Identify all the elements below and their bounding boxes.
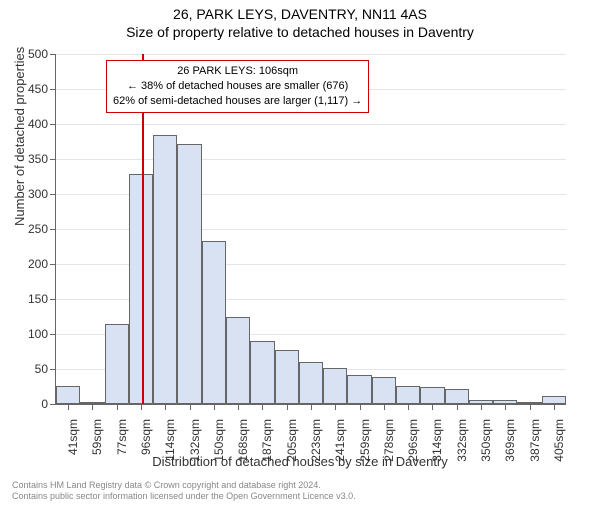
info-box-line: ← 38% of detached houses are smaller (67… <box>113 79 362 94</box>
histogram-bar <box>347 375 371 404</box>
x-tick <box>141 404 142 410</box>
y-tick-label: 100 <box>28 327 48 341</box>
y-tick-label: 400 <box>28 117 48 131</box>
y-tick-label: 50 <box>35 362 48 376</box>
histogram-chart: 05010015020025030035040045050041sqm59sqm… <box>55 54 566 405</box>
x-tick <box>335 404 336 410</box>
x-tick <box>505 404 506 410</box>
x-tick <box>481 404 482 410</box>
histogram-bar <box>420 387 444 405</box>
histogram-bar <box>129 174 153 404</box>
y-tick <box>50 124 56 125</box>
footer-line: Contains public sector information licen… <box>12 491 356 502</box>
histogram-bar <box>323 368 347 404</box>
grid-line <box>56 159 566 160</box>
x-tick <box>238 404 239 410</box>
y-tick <box>50 229 56 230</box>
y-tick <box>50 89 56 90</box>
x-tick <box>530 404 531 410</box>
property-info-box: 26 PARK LEYS: 106sqm← 38% of detached ho… <box>106 60 369 113</box>
y-tick-label: 0 <box>41 397 48 411</box>
y-tick-label: 450 <box>28 82 48 96</box>
histogram-bar <box>396 386 420 404</box>
footer-line: Contains HM Land Registry data © Crown c… <box>12 480 356 491</box>
grid-line <box>56 54 566 55</box>
y-tick-label: 350 <box>28 152 48 166</box>
x-tick <box>68 404 69 410</box>
x-tick <box>384 404 385 410</box>
y-tick-label: 300 <box>28 187 48 201</box>
histogram-bar <box>372 377 396 404</box>
y-tick <box>50 159 56 160</box>
y-tick <box>50 54 56 55</box>
histogram-bar <box>299 362 323 404</box>
x-tick <box>360 404 361 410</box>
x-tick <box>214 404 215 410</box>
x-tick <box>262 404 263 410</box>
histogram-bar <box>250 341 274 404</box>
x-tick <box>408 404 409 410</box>
x-tick <box>287 404 288 410</box>
y-tick <box>50 264 56 265</box>
page-title: 26, PARK LEYS, DAVENTRY, NN11 4AS <box>0 6 600 22</box>
histogram-bar <box>56 386 80 404</box>
histogram-bar <box>542 396 566 404</box>
x-tick <box>554 404 555 410</box>
histogram-bar <box>226 317 250 405</box>
y-tick-label: 500 <box>28 47 48 61</box>
histogram-bar <box>445 389 469 404</box>
y-tick <box>50 299 56 300</box>
x-tick <box>165 404 166 410</box>
x-tick <box>117 404 118 410</box>
info-box-line: 26 PARK LEYS: 106sqm <box>113 64 362 79</box>
x-tick <box>92 404 93 410</box>
x-tick-label: 96sqm <box>139 419 153 455</box>
info-box-line: 62% of semi-detached houses are larger (… <box>113 94 362 109</box>
histogram-bar <box>105 324 129 405</box>
y-axis-title: Number of detached properties <box>12 47 27 226</box>
x-axis-title: Distribution of detached houses by size … <box>0 454 600 469</box>
x-tick <box>190 404 191 410</box>
y-tick <box>50 404 56 405</box>
histogram-bar <box>202 241 226 404</box>
x-tick <box>311 404 312 410</box>
y-tick <box>50 369 56 370</box>
x-tick-label: 59sqm <box>90 419 104 455</box>
grid-line <box>56 124 566 125</box>
x-tick <box>457 404 458 410</box>
y-tick-label: 200 <box>28 257 48 271</box>
histogram-bar <box>177 144 201 404</box>
x-tick-label: 77sqm <box>115 419 129 455</box>
subtitle: Size of property relative to detached ho… <box>0 24 600 40</box>
y-tick-label: 150 <box>28 292 48 306</box>
footer-attribution: Contains HM Land Registry data © Crown c… <box>12 480 356 502</box>
x-tick-label: 41sqm <box>66 419 80 455</box>
x-tick <box>432 404 433 410</box>
y-tick <box>50 194 56 195</box>
histogram-bar <box>275 350 299 404</box>
histogram-bar <box>153 135 177 405</box>
y-tick-label: 250 <box>28 222 48 236</box>
y-tick <box>50 334 56 335</box>
